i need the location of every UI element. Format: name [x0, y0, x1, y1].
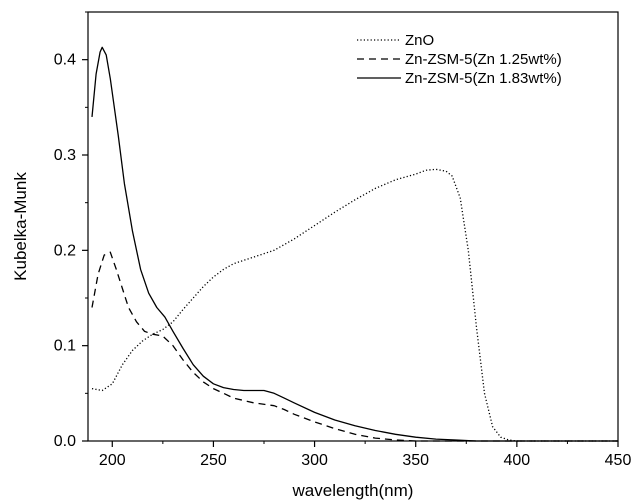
x-tick-label: 300 — [301, 452, 328, 469]
y-tick-label: 0.1 — [54, 338, 76, 355]
legend-label-1: ZnO — [405, 32, 434, 49]
y-tick-label: 0.3 — [54, 147, 76, 164]
y-tick-label: 0.0 — [54, 433, 76, 450]
legend: ZnO Zn-ZSM-5(Zn 1.25wt%) Zn-ZSM-5(Zn 1.83w… — [357, 32, 562, 87]
x-tick-label: 350 — [402, 452, 429, 469]
x-tick-label: 450 — [605, 452, 632, 469]
plot-frame — [87, 11, 619, 442]
axes-layer — [87, 11, 619, 442]
x-axis-title: wavelength(nm) — [292, 481, 414, 500]
y-axis-title: Kubelka-Munk — [11, 172, 30, 281]
legend-label-3: Zn-ZSM-5(Zn 1.83wt%) — [405, 70, 562, 87]
series-line-1 — [91, 168, 618, 442]
y-tick-label: 0.4 — [54, 52, 76, 69]
x-tick-label: 250 — [200, 452, 227, 469]
series-line-2 — [91, 251, 618, 442]
series-layer — [91, 46, 618, 442]
x-tick-label: 400 — [504, 452, 531, 469]
x-tick-label: 200 — [99, 452, 126, 469]
series-line-3 — [91, 46, 618, 442]
legend-label-2: Zn-ZSM-5(Zn 1.25wt%) — [405, 51, 562, 68]
y-tick-label: 0.2 — [54, 242, 76, 259]
ticks-layer: 200 250 300 350 400 450 0.0 0.1 0.2 0.3 0.4 — [54, 11, 632, 469]
